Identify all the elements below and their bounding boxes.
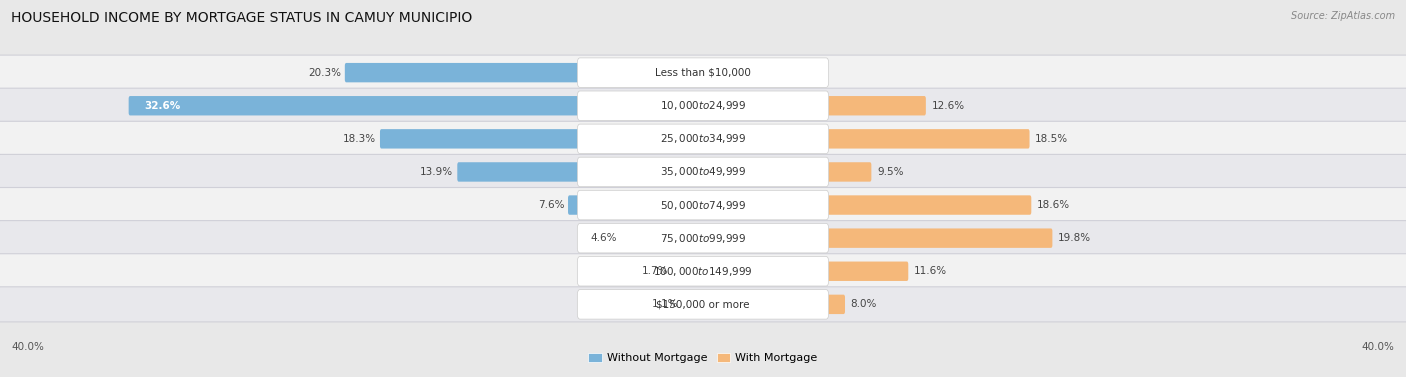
FancyBboxPatch shape: [0, 221, 1406, 256]
Text: 12.6%: 12.6%: [932, 101, 965, 111]
FancyBboxPatch shape: [578, 91, 828, 121]
Legend: Without Mortgage, With Mortgage: Without Mortgage, With Mortgage: [583, 348, 823, 368]
Text: $10,000 to $24,999: $10,000 to $24,999: [659, 99, 747, 112]
FancyBboxPatch shape: [0, 88, 1406, 123]
FancyBboxPatch shape: [0, 55, 1406, 90]
Text: 18.5%: 18.5%: [1035, 134, 1069, 144]
FancyBboxPatch shape: [578, 58, 828, 87]
FancyBboxPatch shape: [824, 195, 1032, 215]
Text: 9.5%: 9.5%: [877, 167, 904, 177]
Text: $25,000 to $34,999: $25,000 to $34,999: [659, 132, 747, 146]
FancyBboxPatch shape: [344, 63, 582, 82]
Text: $50,000 to $74,999: $50,000 to $74,999: [659, 199, 747, 211]
FancyBboxPatch shape: [129, 96, 582, 115]
FancyBboxPatch shape: [578, 124, 828, 153]
FancyBboxPatch shape: [578, 224, 828, 253]
FancyBboxPatch shape: [0, 287, 1406, 322]
FancyBboxPatch shape: [824, 162, 872, 182]
Text: $100,000 to $149,999: $100,000 to $149,999: [654, 265, 752, 278]
FancyBboxPatch shape: [578, 190, 828, 220]
Text: 32.6%: 32.6%: [145, 101, 180, 111]
Text: 19.8%: 19.8%: [1057, 233, 1091, 243]
Text: Source: ZipAtlas.com: Source: ZipAtlas.com: [1291, 11, 1395, 21]
FancyBboxPatch shape: [824, 129, 1029, 149]
FancyBboxPatch shape: [578, 157, 828, 187]
Text: Less than $10,000: Less than $10,000: [655, 67, 751, 78]
Text: 40.0%: 40.0%: [1362, 342, 1395, 352]
FancyBboxPatch shape: [824, 228, 1052, 248]
Text: 18.3%: 18.3%: [343, 134, 375, 144]
Text: HOUSEHOLD INCOME BY MORTGAGE STATUS IN CAMUY MUNICIPIO: HOUSEHOLD INCOME BY MORTGAGE STATUS IN C…: [11, 11, 472, 25]
FancyBboxPatch shape: [824, 262, 908, 281]
Text: 40.0%: 40.0%: [11, 342, 44, 352]
Text: 4.6%: 4.6%: [591, 233, 617, 243]
FancyBboxPatch shape: [457, 162, 582, 182]
Text: 18.6%: 18.6%: [1038, 200, 1070, 210]
Text: 7.6%: 7.6%: [537, 200, 564, 210]
Text: $75,000 to $99,999: $75,000 to $99,999: [659, 231, 747, 245]
Text: $35,000 to $49,999: $35,000 to $49,999: [659, 166, 747, 178]
Text: 11.6%: 11.6%: [914, 266, 948, 276]
FancyBboxPatch shape: [380, 129, 582, 149]
FancyBboxPatch shape: [824, 295, 845, 314]
Text: 13.9%: 13.9%: [420, 167, 453, 177]
FancyBboxPatch shape: [0, 121, 1406, 156]
FancyBboxPatch shape: [824, 96, 927, 115]
Text: 20.3%: 20.3%: [308, 67, 340, 78]
Text: 1.1%: 1.1%: [652, 299, 678, 310]
Text: 1.7%: 1.7%: [641, 266, 668, 276]
FancyBboxPatch shape: [0, 254, 1406, 289]
FancyBboxPatch shape: [0, 155, 1406, 190]
FancyBboxPatch shape: [578, 256, 828, 286]
Text: 8.0%: 8.0%: [851, 299, 877, 310]
FancyBboxPatch shape: [578, 290, 828, 319]
Text: $150,000 or more: $150,000 or more: [657, 299, 749, 310]
FancyBboxPatch shape: [0, 187, 1406, 222]
FancyBboxPatch shape: [568, 195, 582, 215]
